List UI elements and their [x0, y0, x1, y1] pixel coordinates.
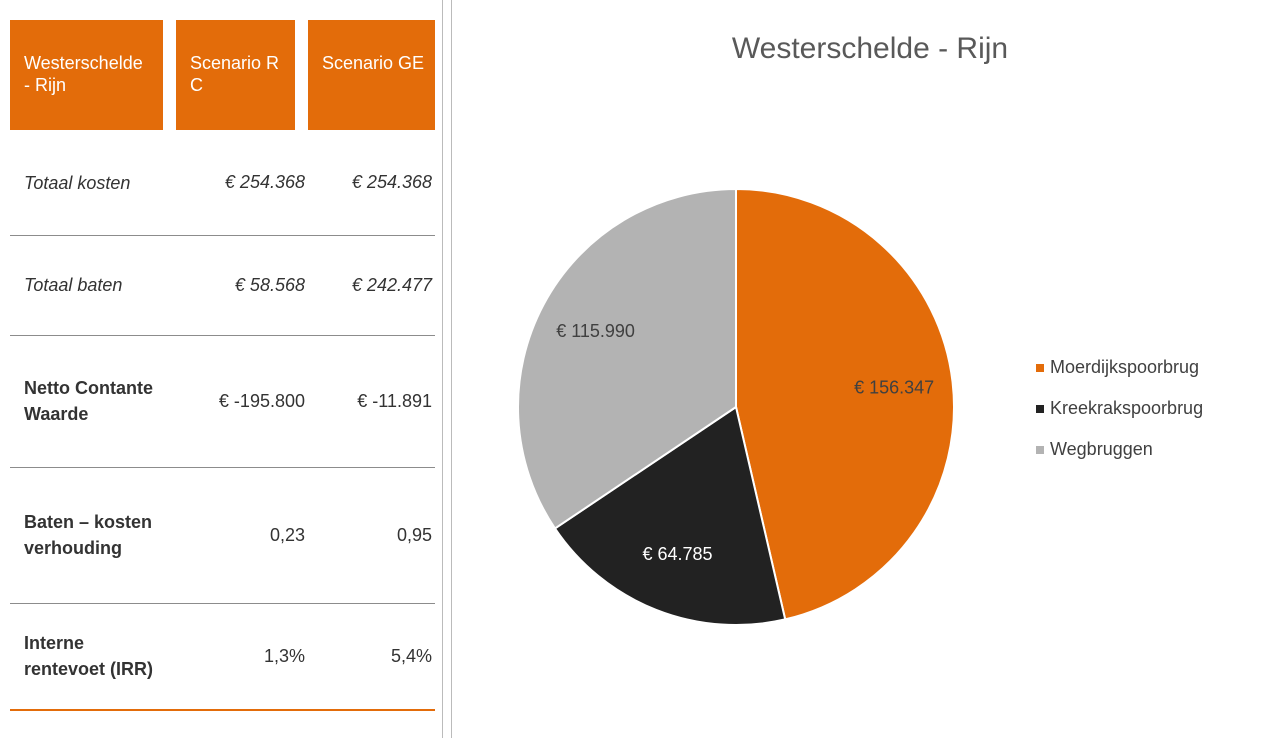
cell-value: 1,3%	[263, 645, 305, 666]
row-separator	[10, 467, 435, 468]
cell-value: 0,95	[396, 524, 432, 545]
legend-label: Moerdijkspoorbrug	[1050, 357, 1199, 377]
row-label: Totaal kosten	[24, 172, 131, 193]
divider	[451, 0, 452, 738]
header-cell: Scenario GE	[308, 20, 435, 130]
cell-value: € 254.368	[351, 172, 432, 192]
legend-swatch	[1036, 446, 1044, 454]
cell-value: € 242.477	[351, 274, 432, 295]
pie-slice	[735, 187, 955, 621]
cell-value: 5,4%	[390, 645, 432, 666]
table-bottom-rule	[10, 709, 435, 711]
row-label: Baten – kosten verhouding	[24, 512, 153, 558]
pie-slice	[553, 405, 787, 626]
divider	[442, 0, 443, 738]
data-label: € 64.785	[643, 544, 713, 564]
legend-label: Wegbruggen	[1050, 439, 1153, 459]
cell-value: € -195.800	[218, 390, 305, 411]
row-separator	[10, 335, 435, 336]
legend-swatch	[1036, 405, 1044, 413]
data-label: € 156.347	[854, 378, 934, 398]
header-cell: Scenario RC	[176, 20, 295, 130]
row-label: Netto Contante Waarde	[24, 378, 153, 424]
row-label: Interne rentevoet (IRR)	[24, 633, 154, 679]
data-label: € 115.990	[556, 321, 635, 341]
pie-slice	[517, 187, 737, 530]
legend-swatch	[1036, 364, 1044, 372]
chart-title: Westerschelde - Rijn	[732, 32, 1008, 65]
row-label: Totaal baten	[24, 275, 123, 295]
cell-value: 0,23	[269, 524, 305, 545]
legend-label: Kreekrakspoorbrug	[1050, 398, 1203, 418]
cell-value: € 58.568	[234, 274, 305, 295]
cell-value: € 254.368	[224, 172, 305, 192]
header-cell: Westerschelde - Rijn	[10, 20, 163, 130]
cell-value: € -11.891	[357, 390, 432, 411]
row-separator	[10, 603, 435, 604]
row-separator	[10, 235, 435, 236]
